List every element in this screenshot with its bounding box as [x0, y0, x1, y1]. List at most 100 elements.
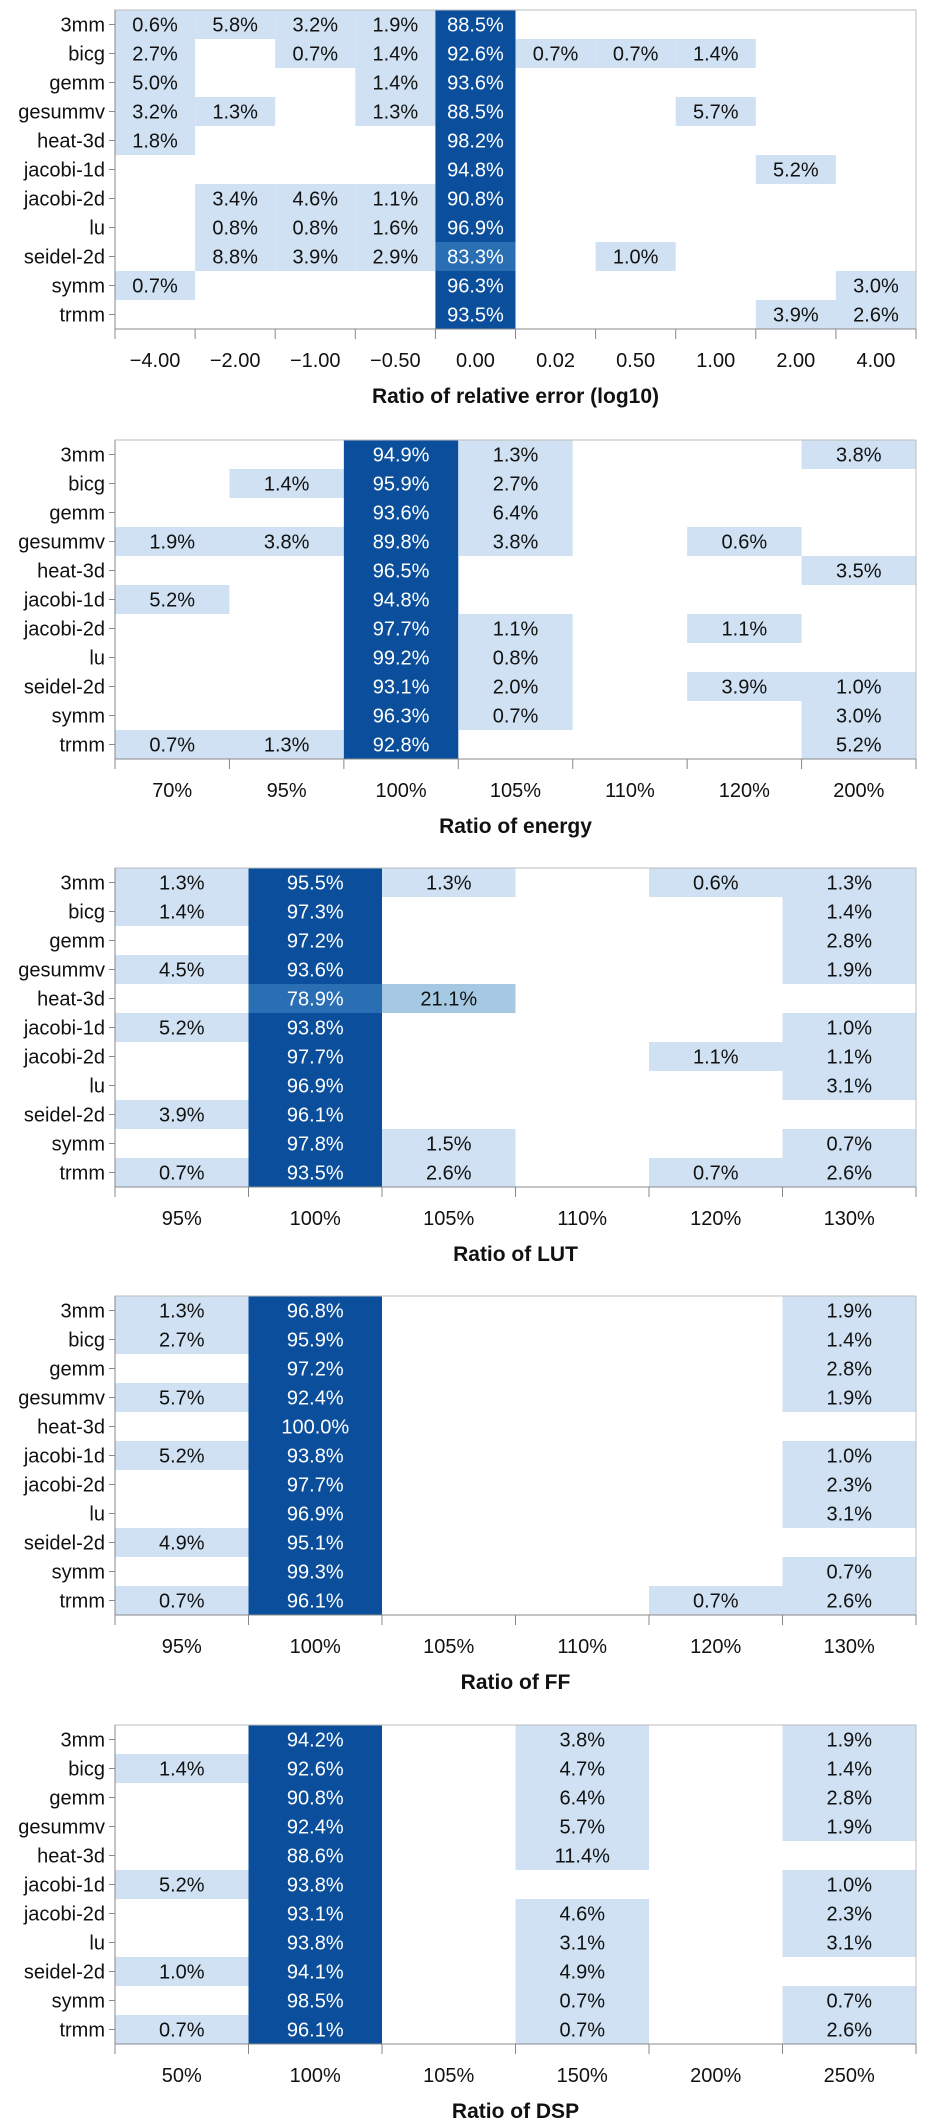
- cell-value-label: 1.1%: [493, 619, 539, 641]
- heatmap-cell: [248, 1325, 382, 1354]
- x-tick-label: 2.00: [776, 350, 815, 372]
- heatmap-cell: [248, 1586, 382, 1615]
- cell-value-label: 1.4%: [373, 73, 419, 95]
- y-tick-label: heat-3d: [37, 989, 105, 1011]
- cell-value-label: 94.9%: [373, 445, 430, 467]
- heatmap-cell: [343, 614, 459, 643]
- cell-value-label: 0.7%: [613, 44, 659, 66]
- cell-value-label: 1.4%: [159, 1759, 205, 1781]
- cell-value-label: 1.3%: [373, 102, 419, 124]
- heatmap-cell: [435, 10, 516, 39]
- cell-value-label: 93.6%: [287, 960, 344, 982]
- cell-value-label: 0.7%: [826, 1134, 872, 1156]
- heatmap-cell: [115, 1586, 249, 1615]
- heatmap-cell: [248, 1841, 382, 1870]
- cell-value-label: 96.5%: [373, 561, 430, 583]
- y-tick-label: lu: [89, 218, 105, 240]
- heatmap-cell: [458, 498, 573, 527]
- heatmap-cell: [515, 1725, 649, 1754]
- cell-value-label: 97.7%: [287, 1475, 344, 1497]
- cell-value-label: 95.9%: [373, 474, 430, 496]
- cell-value-label: 2.8%: [826, 931, 872, 953]
- heatmap-cell: [782, 1325, 916, 1354]
- x-tick-label: 0.50: [616, 350, 655, 372]
- cell-value-label: 2.6%: [826, 1591, 872, 1613]
- cell-value-label: 95.9%: [287, 1330, 344, 1352]
- x-tick-label: 105%: [423, 2065, 474, 2087]
- cell-value-label: 8.8%: [212, 247, 258, 269]
- heatmap-cell: [115, 68, 196, 97]
- cell-value-label: 93.8%: [287, 1018, 344, 1040]
- cell-value-label: 2.7%: [159, 1330, 205, 1352]
- cell-value-label: 97.7%: [287, 1047, 344, 1069]
- y-tick-label: jacobi-2d: [23, 189, 105, 211]
- y-tick-label: jacobi-2d: [23, 1047, 105, 1069]
- heatmap-cell: [782, 1470, 916, 1499]
- cell-value-label: 3.8%: [264, 532, 310, 554]
- y-tick-label: trmm: [59, 2020, 105, 2042]
- cell-value-label: 0.8%: [292, 218, 338, 240]
- cell-value-label: 94.1%: [287, 1962, 344, 1984]
- x-tick-label: 0.02: [536, 350, 575, 372]
- x-tick-label: 50%: [162, 2065, 202, 2087]
- heatmap-cell: [435, 97, 516, 126]
- heatmap-cell: [229, 469, 344, 498]
- cell-value-label: 3.8%: [493, 532, 539, 554]
- heatmap-cell: [782, 926, 916, 955]
- heatmap-cell: [248, 1042, 382, 1071]
- y-tick-label: seidel-2d: [24, 247, 105, 269]
- heatmap-cell: [248, 1100, 382, 1129]
- cell-value-label: 3.8%: [559, 1730, 605, 1752]
- y-tick-label: bicg: [68, 1330, 105, 1352]
- cell-value-label: 1.3%: [264, 735, 310, 757]
- heatmap-cell: [343, 643, 459, 672]
- cell-value-label: 1.3%: [159, 1301, 205, 1323]
- y-tick-label: trmm: [59, 735, 105, 757]
- heatmap-cell: [343, 585, 459, 614]
- heatmap-cell: [782, 1129, 916, 1158]
- cell-value-label: 0.7%: [826, 1991, 872, 2013]
- x-tick-label: 130%: [824, 1636, 875, 1658]
- cell-value-label: 1.8%: [132, 131, 178, 153]
- cell-value-label: 3.2%: [292, 15, 338, 37]
- y-tick-label: symm: [52, 706, 105, 728]
- heatmap-cell: [343, 498, 459, 527]
- heatmap-cell: [248, 1412, 382, 1441]
- heatmap-cell: [782, 897, 916, 926]
- cell-value-label: 1.4%: [159, 902, 205, 924]
- x-tick-label: 105%: [423, 1208, 474, 1230]
- cell-value-label: 3.9%: [722, 677, 768, 699]
- cell-value-label: 5.2%: [159, 1446, 205, 1468]
- cell-value-label: 96.1%: [287, 2020, 344, 2042]
- cell-value-label: 2.7%: [132, 44, 178, 66]
- x-tick-label: 0.00: [456, 350, 495, 372]
- cell-value-label: 0.7%: [533, 44, 579, 66]
- heatmap-cell: [355, 68, 436, 97]
- heatmap-cell: [115, 97, 196, 126]
- cell-value-label: 2.6%: [426, 1163, 472, 1185]
- heatmap-cell: [195, 184, 276, 213]
- heatmap-panel-3: 1.3% 95.5% 1.3% 0.6% 1.3% 1.4% 97.3% 1.4% 97.2% 2…: [18, 867, 917, 1266]
- cell-value-label: 97.7%: [373, 619, 430, 641]
- y-tick-label: heat-3d: [37, 131, 105, 153]
- heatmap-cell: [515, 1986, 649, 2015]
- cell-value-label: 93.6%: [447, 73, 504, 95]
- cell-value-label: 96.9%: [287, 1504, 344, 1526]
- x-tick-label: 110%: [605, 780, 655, 802]
- heatmap-cell: [782, 1499, 916, 1528]
- heatmap-cell: [248, 868, 382, 897]
- heatmap-cell: [458, 527, 573, 556]
- heatmap-cell: [195, 213, 276, 242]
- heatmap-cell: [248, 1986, 382, 2015]
- cell-value-label: 92.4%: [287, 1388, 344, 1410]
- heatmap-cell: [355, 184, 436, 213]
- cell-value-label: 0.7%: [693, 1591, 739, 1613]
- x-tick-label: 150%: [557, 2065, 608, 2087]
- heatmap-cell: [248, 1354, 382, 1383]
- heatmap-cell: [343, 701, 459, 730]
- heatmap-cell: [595, 242, 676, 271]
- y-tick-label: gesummv: [18, 102, 105, 124]
- heatmap-cell: [248, 1754, 382, 1783]
- heatmap-cell: [515, 1812, 649, 1841]
- cell-value-label: 95.1%: [287, 1533, 344, 1555]
